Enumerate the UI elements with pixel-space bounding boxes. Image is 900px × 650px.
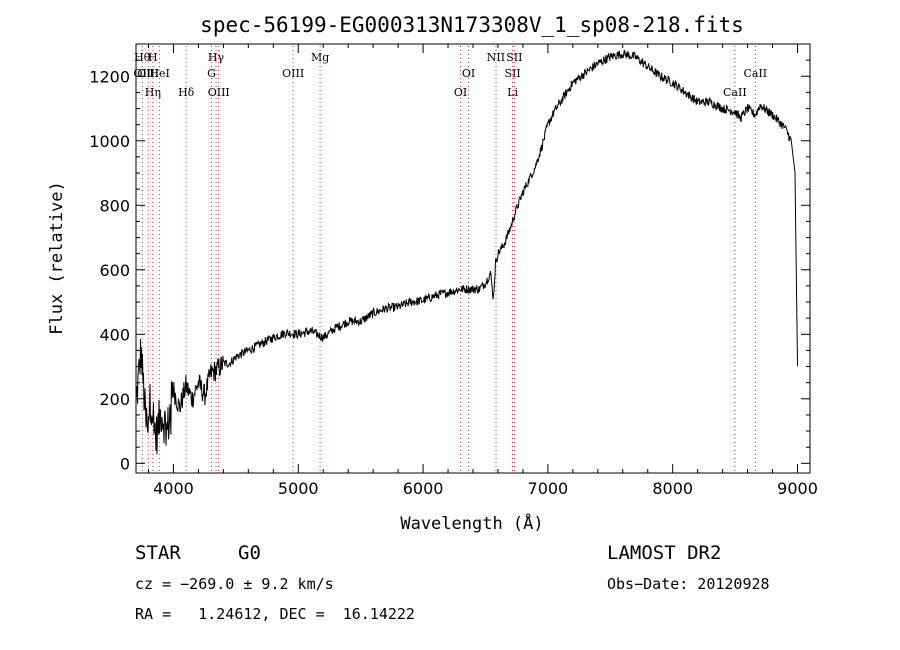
spectral-line-label: OI — [454, 86, 467, 99]
x-tick-label: 5000 — [278, 479, 319, 498]
survey-name: LAMOST DR2 — [607, 542, 722, 564]
chart-title: spec-56199-EG000313N173308V_1_sp08-218.f… — [200, 13, 744, 37]
spectral-line-label: OI — [462, 67, 475, 80]
y-tick-label: 0 — [120, 454, 130, 473]
plot-border — [135, 43, 811, 474]
spectral-line-label: G — [207, 67, 216, 80]
x-tick-label: 4000 — [153, 479, 194, 498]
x-tick-label: 8000 — [652, 479, 693, 498]
object-subclass: G0 — [238, 542, 261, 564]
observation-date: Obs−Date: 20120928 — [607, 575, 770, 593]
y-axis-ticks: 0 200 400 600 800 1000 1200 — [89, 59, 810, 473]
spectral-line-label: Li — [507, 86, 518, 99]
spectral-line-label: Hη — [145, 86, 161, 99]
spectral-line-label: OIII — [282, 67, 304, 80]
spectrum-line — [135, 49, 798, 455]
spectral-line-label: Mg — [311, 51, 329, 64]
y-tick-label: 200 — [99, 390, 130, 409]
spectral-line-label: Hγ — [208, 51, 225, 64]
x-tick-label: 9000 — [777, 479, 818, 498]
object-class: STAR — [135, 542, 181, 564]
spectral-line-labels: HθOIIOIIIHHηHeIHδHγGOIIIOIIIMgOIOINIISII… — [133, 51, 767, 99]
y-tick-label: 1000 — [89, 132, 130, 151]
spectral-line-label: H — [148, 51, 158, 64]
plot-frame — [135, 43, 811, 474]
spectral-line-label: SII — [506, 51, 522, 64]
y-axis-label: Flux (relative) — [47, 181, 67, 335]
spectral-line-label: NII — [487, 51, 505, 64]
spectral-line-label: Hδ — [178, 86, 195, 99]
redshift-velocity: cz = −269.0 ± 9.2 km/s — [135, 575, 334, 593]
spectral-line-markers — [141, 46, 756, 471]
spectral-line-label: SII — [504, 67, 520, 80]
y-tick-label: 1200 — [89, 67, 130, 86]
y-tick-label: 400 — [99, 325, 130, 344]
spectral-line-label: CaII — [743, 67, 767, 80]
spectral-line-label: OIII — [208, 86, 230, 99]
x-tick-label: 6000 — [403, 479, 444, 498]
x-tick-label: 7000 — [528, 479, 569, 498]
spectral-line-label: Hθ — [134, 51, 151, 64]
y-tick-label: 800 — [99, 196, 130, 215]
spectral-line-label: HeI — [149, 67, 169, 80]
y-tick-label: 600 — [99, 261, 130, 280]
x-axis-label: Wavelength (Å) — [400, 512, 543, 534]
x-axis-ticks: 4000 5000 6000 7000 8000 9000 — [147, 44, 818, 498]
spectral-line-label: CaII — [723, 86, 747, 99]
coordinates: RA = 1.24612, DEC = 16.14222 — [135, 605, 415, 623]
